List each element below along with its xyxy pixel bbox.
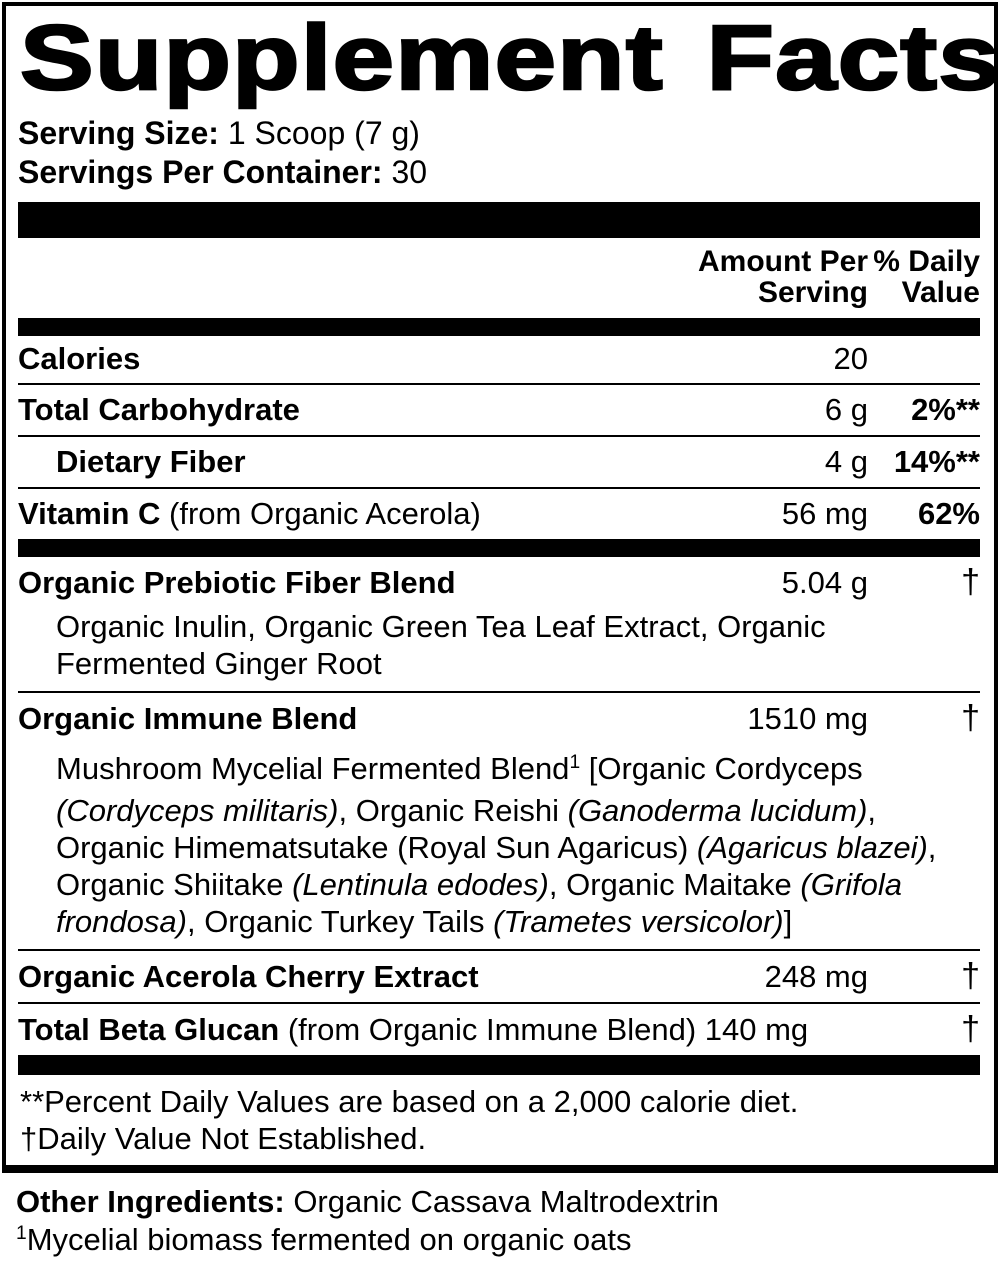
blend-amount: 5.04 g (781, 564, 868, 600)
percent-daily-value-header: % Daily Value (873, 244, 980, 309)
blend-note: (from Organic Immune Blend) 140 mg (279, 1011, 809, 1047)
dagger-symbol: † (961, 956, 980, 995)
blend-amount: 1510 mg (747, 700, 868, 736)
amount-per-serving-header: Amount Per Serving (697, 244, 868, 309)
footnote-marker-1: 1 (16, 1223, 27, 1245)
nutrient-row-dietary-fiber: Dietary Fiber 4 g 14%** (18, 437, 980, 489)
nutrient-name: Dietary Fiber (56, 443, 246, 479)
blend-name: Organic Acerola Cherry Extract (18, 958, 479, 994)
serving-size-value: 1 Scoop (7 g) (218, 114, 420, 151)
serving-size-label: Serving Size: (18, 114, 219, 151)
nutrient-row-carbohydrate: Total Carbohydrate 6 g 2%** (18, 385, 980, 437)
immune-ingredients: Mushroom Mycelial Fermented Blend1 [Orga… (18, 744, 980, 951)
mycelial-footnote-line: 1Mycelial biomass fermented on organic o… (16, 1221, 1000, 1263)
blend-name: Organic Immune Blend (18, 700, 358, 736)
dagger-symbol: † (961, 562, 980, 601)
servings-per-container-line: Servings Per Container: 30 (18, 153, 980, 191)
supplement-facts-panel: Supplement Facts Serving Size: 1 Scoop (… (2, 2, 1000, 1173)
thick-rule-blends (18, 538, 980, 557)
nutrient-dv: 2%** (911, 391, 980, 427)
daily-value-footnote: **Percent Daily Values are based on a 2,… (20, 1083, 799, 1119)
blend-row-immune: Organic Immune Blend 1510 mg † (18, 693, 980, 744)
thick-rule-header (18, 317, 980, 336)
latin-name: (Agaricus blazei) (696, 829, 928, 865)
nutrient-amount: 56 mg (781, 495, 868, 531)
footnotes-block: **Percent Daily Values are based on a 2,… (18, 1075, 980, 1165)
nutrient-name: Total Carbohydrate (18, 391, 300, 427)
other-ingredients-line: Other Ingredients: Organic Cassava Maltr… (16, 1183, 1000, 1220)
nutrient-amount: 4 g (824, 443, 868, 479)
nutrient-row-calories: Calories 20 (18, 336, 980, 385)
servings-per-container-label: Servings Per Container: (18, 153, 383, 190)
nutrient-note: (from Organic Acerola) (160, 495, 481, 531)
blend-name: Total Beta Glucan (18, 1011, 280, 1047)
serving-size-line: Serving Size: 1 Scoop (7 g) (18, 114, 980, 152)
below-panel-notes: Other Ingredients: Organic Cassava Maltr… (0, 1173, 1000, 1263)
other-ingredients-value: Organic Cassava Maltrodextrin (284, 1183, 719, 1219)
nutrient-amount: 20 (833, 340, 868, 376)
dagger-footnote: †Daily Value Not Established. (20, 1120, 427, 1156)
other-ingredients-label: Other Ingredients: (16, 1183, 285, 1219)
blend-amount: 248 mg (764, 958, 868, 994)
latin-name: (Cordyceps militaris) (56, 792, 339, 828)
thick-rule-top (18, 201, 980, 238)
nutrient-dv: 14%** (893, 443, 980, 479)
nutrient-row-vitamin-c: Vitamin C (from Organic Acerola) 56 mg 6… (18, 489, 980, 539)
dagger-symbol: † (961, 1009, 980, 1048)
blend-row-acerola: Organic Acerola Cherry Extract 248 mg † (18, 951, 980, 1004)
latin-name: (Ganoderma lucidum) (567, 792, 868, 828)
latin-name: (Grifola frondosa) (56, 866, 903, 939)
blend-row-beta-glucan: Total Beta Glucan (from Organic Immune B… (18, 1004, 980, 1055)
thick-rule-bottom (18, 1054, 980, 1075)
footnote-marker-1: 1 (569, 752, 581, 774)
blend-row-prebiotic: Organic Prebiotic Fiber Blend 5.04 g † (18, 557, 980, 608)
blend-name: Organic Prebiotic Fiber Blend (18, 564, 456, 600)
prebiotic-ingredients: Organic Inulin, Organic Green Tea Leaf E… (18, 608, 980, 693)
nutrient-dv: 62% (917, 495, 980, 531)
nutrient-name: Calories (18, 340, 141, 376)
latin-name: (Lentinula edodes) (292, 866, 549, 902)
column-headers-row: Amount Per Serving % Daily Value (18, 238, 980, 318)
panel-title: Supplement Facts (19, 7, 1000, 109)
dagger-symbol: † (961, 698, 980, 737)
nutrient-amount: 6 g (824, 391, 868, 427)
nutrient-name: Vitamin C (18, 495, 161, 531)
latin-name: (Trametes versicolor) (493, 903, 784, 939)
servings-per-container-value: 30 (382, 153, 428, 190)
mycelial-footnote-text: Mycelial biomass fermented on organic oa… (26, 1221, 632, 1257)
